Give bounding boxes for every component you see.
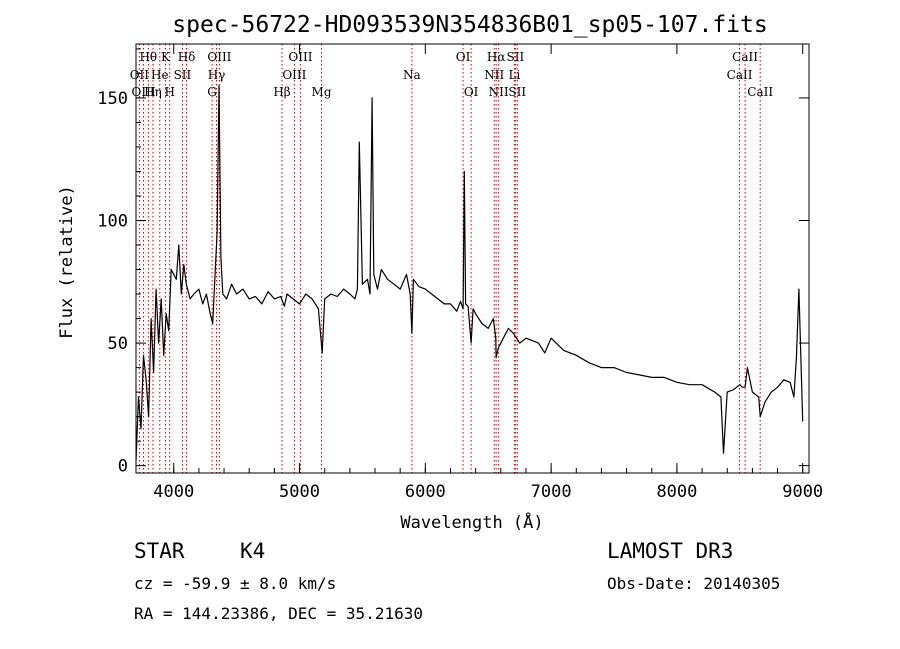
line-label: K: [161, 50, 171, 64]
line-label: Hη: [144, 85, 162, 99]
line-label: Hβ: [273, 85, 290, 99]
line-label: He: [151, 68, 169, 82]
line-label: CaII: [727, 68, 753, 82]
line-label: SII: [507, 50, 525, 64]
line-label: Mg: [312, 85, 332, 99]
flux-line: [135, 85, 804, 461]
object-class: STAR: [134, 539, 185, 563]
line-label: Hθ: [139, 50, 157, 64]
spectral-line-markers: [138, 44, 761, 473]
line-label: Na: [403, 68, 421, 82]
line-label: SII: [508, 85, 526, 99]
y-tick-label: 0: [118, 457, 128, 477]
line-label: CaII: [732, 50, 758, 64]
line-label: CaII: [747, 85, 773, 99]
x-tick-label: 4000: [153, 482, 194, 502]
chart-title: spec-56722-HD093539N354836B01_sp05-107.f…: [172, 12, 767, 38]
plot-frame: [135, 43, 810, 474]
x-tick-label: 8000: [656, 482, 697, 502]
line-label: NII: [484, 68, 504, 82]
y-tick-label: 150: [97, 89, 128, 109]
survey-name: LAMOST DR3: [607, 539, 733, 563]
observation-date: Obs-Date: 20140305: [607, 574, 780, 593]
x-axis-ticks: 4000 5000 6000 7000 8000 9000: [153, 44, 823, 502]
coordinates: RA = 144.23386, DEC = 35.21630: [134, 604, 423, 623]
x-tick-label: 7000: [531, 482, 572, 502]
line-label: OIII: [282, 68, 306, 82]
line-label: SII: [174, 68, 192, 82]
x-axis-label: Wavelength (Å): [400, 511, 543, 533]
line-label: Hα: [487, 50, 506, 64]
line-label: OI: [456, 50, 471, 64]
line-label: OI: [464, 85, 479, 99]
spectral-subclass: K4: [240, 539, 265, 563]
line-label: OIII: [288, 50, 312, 64]
line-label: OIII: [132, 85, 156, 99]
redshift-value: cz = -59.9 ± 8.0 km/s: [134, 574, 336, 593]
x-tick-label: 6000: [405, 482, 446, 502]
y-tick-label: 100: [97, 212, 128, 232]
line-label: H: [164, 85, 174, 99]
line-label: NII: [489, 85, 509, 99]
x-tick-label: 9000: [782, 482, 823, 502]
line-label: OII: [130, 68, 150, 82]
line-label: Hγ: [208, 68, 226, 82]
line-label: Li: [508, 68, 520, 82]
flux-series: [135, 85, 804, 461]
x-tick-label: 5000: [279, 482, 320, 502]
line-label: G: [207, 85, 217, 99]
y-axis-ticks: 0 50 100 150: [97, 48, 809, 477]
line-label: Hδ: [178, 50, 196, 64]
line-label: OIII: [207, 50, 231, 64]
y-tick-label: 50: [108, 334, 128, 354]
y-axis-label: Flux (relative): [57, 185, 77, 339]
